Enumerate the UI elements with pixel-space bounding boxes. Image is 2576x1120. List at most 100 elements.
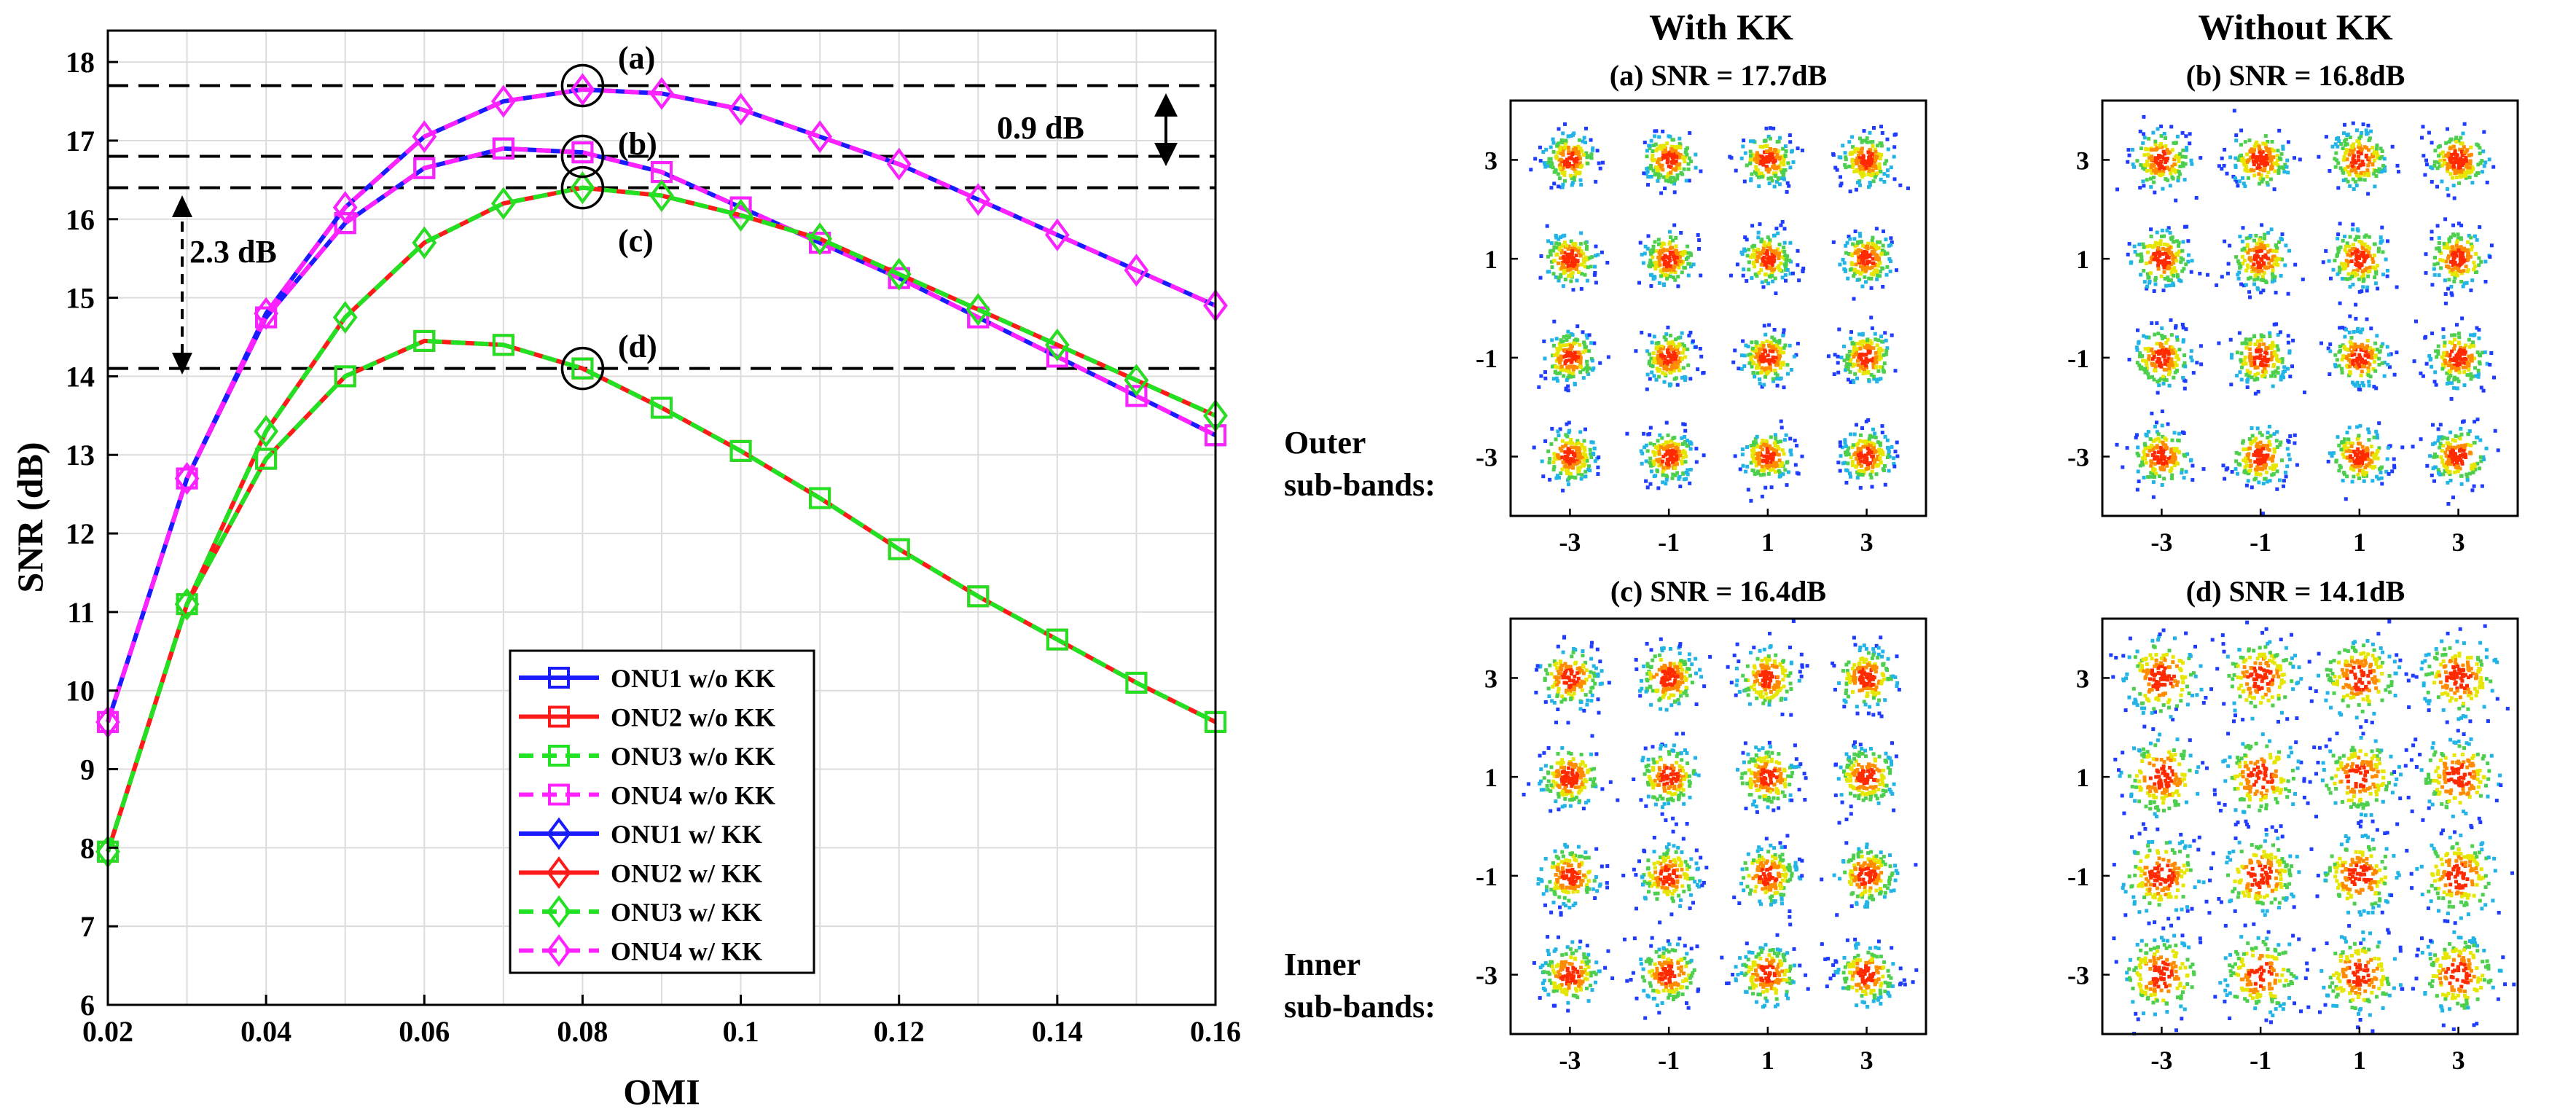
- constellation-point: [2151, 474, 2156, 479]
- constellation-point: [1665, 359, 1669, 364]
- constellation-point: [1568, 351, 1573, 356]
- constellation-point: [1871, 165, 1876, 169]
- constellation-point: [2376, 477, 2381, 481]
- constellation-point: [1844, 480, 1849, 485]
- constellation-point: [1854, 187, 1858, 192]
- constellation-point: [2238, 463, 2242, 467]
- constellation-point: [2265, 479, 2269, 484]
- constellation-point: [1758, 445, 1763, 450]
- constellation-point: [2360, 269, 2365, 273]
- constellation-point: [2268, 159, 2273, 163]
- row-label-outer-1: Outer: [1284, 425, 1366, 461]
- constellation-point: [1745, 445, 1749, 449]
- constellation-point: [1784, 258, 1788, 262]
- constellation-point: [2164, 251, 2168, 256]
- constellation-point: [1672, 351, 1677, 356]
- constellation-point: [1750, 340, 1754, 345]
- constellation-point: [1775, 361, 1780, 366]
- constellation-point: [1873, 175, 1877, 179]
- constellation-point: [2252, 238, 2256, 243]
- constellation-point: [1673, 179, 1677, 183]
- constellation-point: [2253, 460, 2258, 464]
- constellation-point: [1657, 162, 1661, 167]
- constellation-point: [2355, 248, 2360, 252]
- constellation-point: [2363, 171, 2368, 176]
- constellation-point: [2280, 357, 2285, 361]
- constellation-point: [2250, 434, 2255, 438]
- constellation-point: [2164, 378, 2169, 383]
- constellation-point: [1843, 441, 1847, 445]
- constellation-point: [1747, 260, 1751, 265]
- constellation-point: [1554, 241, 1559, 246]
- constellation-point: [1556, 429, 1560, 434]
- constellation-point: [2367, 438, 2371, 442]
- constellation-point: [1669, 343, 1673, 348]
- constellation-point: [2257, 345, 2261, 349]
- constellation-point: [1877, 447, 1882, 452]
- constellation-point: [1549, 442, 1554, 446]
- constellation-point: [1540, 459, 1544, 463]
- constellation-point: [1661, 371, 1665, 375]
- constellation-point: [1679, 262, 1683, 266]
- constellation-point: [2149, 471, 2153, 475]
- constellation-point: [1562, 251, 1567, 255]
- constellation-point: [2234, 165, 2238, 169]
- constellation-point: [1861, 154, 1866, 158]
- constellation-point: [2138, 367, 2142, 371]
- legend-item: ONU4 w/ KK: [519, 934, 762, 967]
- constellation-point: [2155, 420, 2158, 425]
- constellation-point: [2367, 431, 2371, 434]
- constellation-point: [2378, 349, 2382, 353]
- constellation-point: [1546, 160, 1551, 165]
- constellation-point: [1876, 338, 1880, 342]
- constellation-point: [2376, 436, 2380, 440]
- constellation-point: [2160, 423, 2164, 428]
- constellation-point: [1550, 338, 1554, 342]
- row-label-inner-2: sub-bands:: [1284, 989, 1436, 1025]
- constellation-point: [2154, 437, 2158, 442]
- constellation-point: [2265, 174, 2269, 179]
- constellation-point: [2176, 357, 2180, 361]
- constellation-point: [2361, 273, 2365, 278]
- constellation-point: [2328, 349, 2333, 353]
- constellation-point: [1652, 462, 1656, 466]
- constellation-point: [1680, 459, 1684, 463]
- constellation-point: [2259, 161, 2263, 165]
- constellation-point: [1867, 167, 1871, 171]
- constellation-point: [2232, 109, 2236, 113]
- constellation-point: [2152, 251, 2156, 256]
- constellation-point: [1578, 146, 1583, 151]
- constellation-point: [1871, 140, 1875, 144]
- constellation-point: [1867, 452, 1871, 456]
- constellation-point: [2346, 348, 2350, 351]
- constellation-point: [2150, 321, 2154, 325]
- constellation-point: [2351, 359, 2355, 364]
- constellation-point: [1880, 131, 1884, 135]
- constellation-point: [1864, 419, 1868, 423]
- constellation-point: [1576, 466, 1581, 471]
- constellation-point: [1877, 351, 1882, 356]
- constellation-point: [2165, 165, 2169, 170]
- constellation-point: [1554, 457, 1559, 461]
- constellation-point: [2271, 364, 2276, 369]
- constellation-point: [1640, 330, 1644, 334]
- constellation-point: [1845, 449, 1849, 453]
- constellation-point: [1770, 249, 1774, 254]
- constellation-point: [2282, 365, 2287, 369]
- constellation-point: [2281, 146, 2285, 151]
- constellation-point: [2343, 248, 2347, 252]
- constellation-point: [1763, 150, 1766, 154]
- constellation-point: [1872, 126, 1876, 130]
- constellation-point: [1697, 238, 1702, 242]
- constellation-point: [2149, 168, 2153, 172]
- constellation-point: [1875, 171, 1879, 176]
- constellation-point: [1664, 440, 1668, 445]
- constellation-point: [1775, 343, 1780, 348]
- constellation-point: [1844, 364, 1849, 369]
- series-line: [106, 338, 1217, 853]
- constellation-point: [2191, 463, 2195, 468]
- constellation-point: [1625, 431, 1629, 436]
- constellation-point: [2145, 366, 2149, 370]
- constellation-point: [2169, 345, 2172, 349]
- constellation-point: [2154, 456, 2158, 461]
